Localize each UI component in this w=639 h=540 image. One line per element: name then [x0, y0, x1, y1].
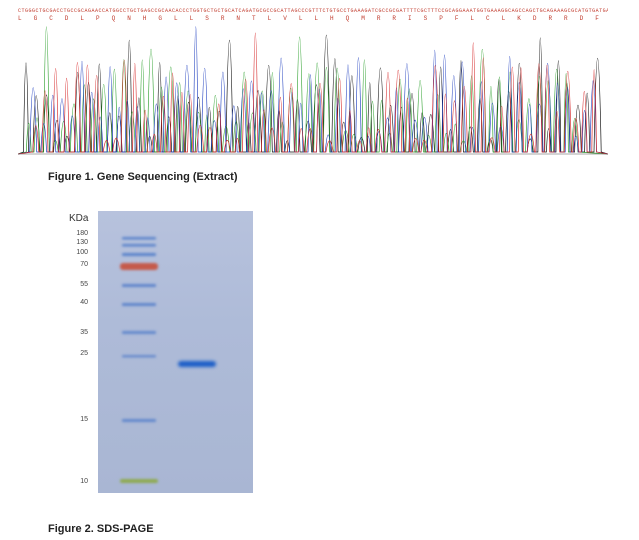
- sequencing-traces: [18, 26, 608, 155]
- sample-band: [178, 361, 216, 367]
- figure1-caption: Figure 1. Gene Sequencing (Extract): [48, 171, 238, 183]
- ladder-label-35: 35: [80, 329, 88, 336]
- sds-page-gel: [98, 211, 253, 493]
- protein-sequence: L G C D L P Q N H G L L S R N T L V L L …: [18, 15, 608, 22]
- ladder-band-40: [122, 303, 156, 306]
- trace-line: [18, 32, 608, 155]
- kda-unit-label: KDa: [69, 213, 89, 224]
- ladder-band-130: [122, 244, 156, 247]
- ladder-band-100: [122, 253, 156, 256]
- chromatogram: CTGGGCTGCGACCTGCCGCAGAACCATGGCCTGCTGAGCC…: [18, 8, 608, 160]
- ladder-band-35: [122, 331, 156, 334]
- trace-line: [18, 26, 608, 155]
- ladder-label-70: 70: [80, 261, 88, 268]
- ladder-band-180: [122, 237, 156, 240]
- ladder-label-180: 180: [76, 230, 88, 237]
- dna-sequence: CTGGGCTGCGACCTGCCGCAGAACCATGGCCTGCTGAGCC…: [18, 8, 608, 14]
- gel-bands: [120, 237, 216, 483]
- ladder-band-15: [122, 419, 156, 422]
- ladder-label-130: 130: [76, 239, 88, 246]
- ladder-label-15: 15: [80, 416, 88, 423]
- ladder-band-25: [122, 355, 156, 358]
- ladder-label-25: 25: [80, 350, 88, 357]
- ladder-label-40: 40: [80, 299, 88, 306]
- ladder-band-55: [122, 284, 156, 287]
- ladder-label-10: 10: [80, 478, 88, 485]
- ladder-label-55: 55: [80, 281, 88, 288]
- ladder-band-10: [120, 479, 158, 483]
- ladder-band-70: [120, 263, 158, 270]
- ladder-label-100: 100: [76, 249, 88, 256]
- figure2-caption: Figure 2. SDS-PAGE: [48, 523, 154, 535]
